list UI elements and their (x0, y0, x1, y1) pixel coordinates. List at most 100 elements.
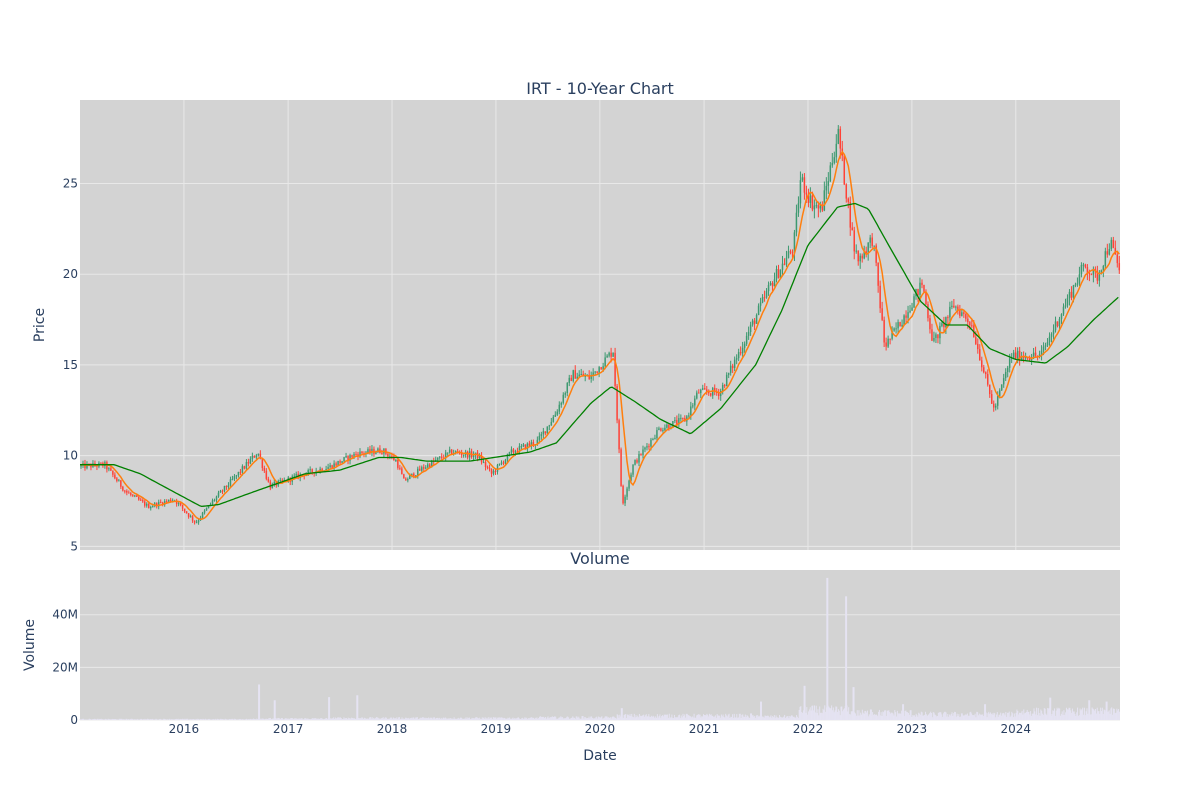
volume-bar (419, 718, 421, 720)
volume-bar (840, 706, 842, 720)
volume-bar (269, 717, 271, 720)
volume-bar (104, 719, 106, 720)
volume-bar (949, 715, 951, 720)
volume-bar (975, 717, 977, 720)
volume-bar (1077, 707, 1079, 720)
candle-body (229, 479, 232, 486)
volume-bar (1007, 712, 1009, 720)
candle-body (799, 180, 802, 204)
volume-bar (508, 718, 510, 720)
volume-bar (448, 717, 450, 720)
volume-bar (849, 714, 851, 720)
candle-body (987, 374, 989, 385)
volume-bar (146, 719, 148, 720)
volume-bar (1065, 712, 1067, 720)
volume-bar (857, 715, 859, 720)
volume-bar (138, 719, 140, 720)
volume-bar (717, 715, 719, 720)
volume-bar (519, 719, 521, 720)
volume-bar (909, 710, 911, 720)
volume-bar (523, 718, 525, 720)
x-tick-label: 2016 (169, 722, 200, 736)
candle-body (835, 143, 838, 158)
volume-bar (111, 719, 113, 720)
candle-body (1060, 314, 1063, 319)
candle-body (546, 426, 549, 434)
candle-body (990, 394, 993, 404)
volume-bar (1036, 715, 1038, 720)
volume-bar (199, 719, 201, 720)
candle-body (502, 462, 505, 464)
price-y-tick-label: 10 (63, 449, 78, 463)
volume-bar (1081, 709, 1083, 720)
volume-bar (960, 713, 962, 720)
candle-body (395, 460, 397, 462)
volume-bar (553, 716, 555, 720)
volume-bar (177, 718, 179, 720)
volume-bar (1097, 711, 1099, 720)
volume-bar (416, 717, 418, 720)
volume-bar (292, 718, 294, 720)
volume-bar (201, 719, 203, 720)
candle-body (672, 421, 674, 428)
volume-bar (714, 716, 716, 720)
volume-bar (470, 718, 472, 720)
volume-bar (332, 718, 334, 720)
volume-bar (285, 718, 287, 720)
volume-bar (420, 717, 422, 720)
volume-bar (701, 716, 703, 720)
candle-body (805, 192, 808, 195)
volume-bar (930, 711, 932, 720)
volume-bar (712, 715, 714, 720)
volume-bar (512, 717, 514, 720)
volume-bar (1042, 714, 1044, 720)
candle-body (359, 451, 361, 457)
volume-bar (944, 711, 946, 720)
volume-bar (411, 718, 413, 720)
volume-bar (108, 719, 110, 720)
volume-bar (445, 717, 447, 720)
candle-body (335, 463, 337, 466)
candle-body (572, 370, 574, 381)
candle-body (861, 255, 863, 259)
volume-bar (896, 716, 898, 720)
volume-bar (855, 715, 857, 720)
volume-bar (1074, 713, 1076, 720)
candle-body (217, 492, 220, 497)
candle-body (711, 387, 714, 396)
candle-body (775, 269, 778, 280)
volume-bar (986, 717, 988, 720)
candle-body (901, 324, 903, 327)
volume-bar (990, 714, 992, 720)
volume-bar (951, 712, 953, 720)
candle-body (329, 465, 331, 468)
volume-bar (466, 718, 468, 720)
volume-bar (478, 718, 480, 720)
volume-bar (798, 710, 800, 720)
volume-bar (762, 716, 764, 720)
volume-bar (1098, 710, 1100, 720)
candle-body (1068, 291, 1071, 299)
volume-bar (955, 716, 957, 720)
volume-bar (670, 717, 672, 720)
volume-bar (520, 718, 522, 720)
volume-bar (337, 717, 339, 720)
volume-bar (232, 718, 234, 720)
volume-bar (281, 718, 283, 720)
volume-bar (1061, 711, 1063, 720)
volume-bar (651, 716, 653, 720)
volume-bar (221, 719, 223, 720)
volume-bar (355, 718, 357, 720)
volume-bar (901, 710, 903, 720)
candle-body (945, 317, 947, 328)
volume-bar (126, 718, 128, 720)
volume-spike-bar (1088, 700, 1091, 720)
volume-bar (592, 718, 594, 720)
volume-bar (607, 717, 609, 720)
volume-bar (349, 718, 351, 720)
volume-bar (612, 716, 614, 720)
volume-bar (367, 718, 369, 720)
candle-body (430, 460, 433, 467)
candle-body (753, 320, 756, 324)
candle-body (757, 305, 760, 315)
